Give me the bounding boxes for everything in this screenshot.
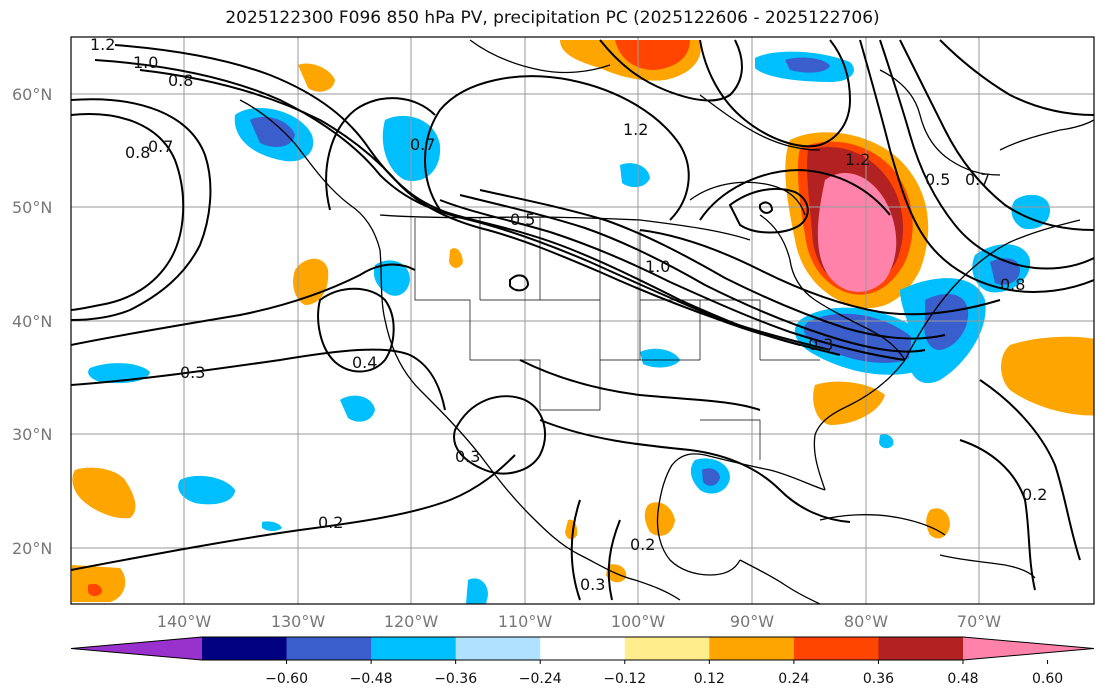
lon-label: 140°W bbox=[157, 612, 212, 631]
contour-label: 0.3 bbox=[808, 335, 833, 354]
lon-label: 130°W bbox=[271, 612, 326, 631]
lat-label: 50°N bbox=[12, 198, 52, 217]
pv-contours bbox=[71, 39, 1094, 601]
lat-label: 60°N bbox=[12, 85, 52, 104]
colorbar-tick-label: −0.24 bbox=[519, 671, 562, 687]
contour-label: 1.2 bbox=[623, 120, 648, 139]
contour-label: 0.7 bbox=[148, 137, 173, 156]
colorbar-tick-label: −0.60 bbox=[265, 671, 308, 687]
lon-label: 120°W bbox=[384, 612, 439, 631]
colorbar-tick-label: 0.12 bbox=[694, 671, 725, 687]
colorbar-segment bbox=[455, 637, 541, 660]
colorbar-extension-high bbox=[963, 637, 1094, 660]
contour-label: 0.3 bbox=[455, 447, 480, 466]
colorbar-tick-label: 0.36 bbox=[863, 671, 894, 687]
contour-label: 0.7 bbox=[965, 170, 990, 189]
longitude-labels: 140°W 130°W 120°W 110°W 100°W 90°W 80°W … bbox=[157, 612, 1001, 631]
lon-label: 100°W bbox=[611, 612, 666, 631]
contour-label: 1.0 bbox=[133, 53, 158, 72]
colorbar-segment bbox=[202, 637, 288, 660]
lat-label: 30°N bbox=[12, 425, 52, 444]
colorbar-segment bbox=[371, 637, 457, 660]
colorbar-segment bbox=[793, 637, 879, 660]
colorbar-segment bbox=[878, 637, 964, 660]
contour-label: 0.8 bbox=[168, 71, 193, 90]
colorbar-segment bbox=[540, 637, 626, 660]
map-frame bbox=[70, 36, 1095, 605]
contour-label: 0.2 bbox=[630, 535, 655, 554]
latitude-labels: 60°N 50°N 40°N 30°N 20°N bbox=[12, 85, 52, 558]
lat-label: 20°N bbox=[12, 539, 52, 558]
colorbar-extension-low bbox=[71, 637, 202, 660]
contour-label: 0.2 bbox=[318, 513, 343, 532]
colorbar-tick-label: −0.12 bbox=[603, 671, 646, 687]
lat-label: 40°N bbox=[12, 312, 52, 331]
lon-label: 80°W bbox=[844, 612, 888, 631]
contour-label: 0.2 bbox=[1022, 485, 1047, 504]
graticule bbox=[71, 37, 1094, 604]
colorbar bbox=[70, 636, 1095, 661]
lon-label: 70°W bbox=[957, 612, 1001, 631]
colorbar-ticks: −0.60 −0.48 −0.36 −0.24 −0.12 0.12 0.24 0.36 0.4… bbox=[265, 660, 1063, 687]
precip-shading bbox=[72, 40, 1094, 604]
contour-label: 0.8 bbox=[1000, 275, 1025, 294]
contour-label: 1.2 bbox=[90, 35, 115, 54]
state-borders bbox=[414, 218, 820, 460]
colorbar-segment bbox=[624, 637, 710, 660]
contour-label: 1.2 bbox=[845, 150, 870, 169]
contour-label: 0.5 bbox=[925, 170, 950, 189]
contour-label: 0.3 bbox=[580, 575, 605, 594]
coastlines bbox=[239, 39, 1094, 604]
colorbar-tick-label: −0.48 bbox=[350, 671, 393, 687]
contour-labels: 1.2 1.0 0.8 0.8 0.7 0.7 1.2 0.5 1.0 0.4 … bbox=[90, 35, 1047, 594]
colorbar-tick-label: −0.36 bbox=[434, 671, 477, 687]
map-title: 2025122300 F096 850 hPa PV, precipitatio… bbox=[225, 8, 880, 28]
contour-label: 0.3 bbox=[180, 363, 205, 382]
contour-label: 0.4 bbox=[352, 353, 377, 372]
colorbar-outline bbox=[70, 636, 1095, 661]
colorbar-segment bbox=[709, 637, 795, 660]
contour-label: 0.7 bbox=[410, 135, 435, 154]
lon-label: 90°W bbox=[730, 612, 774, 631]
colorbar-tick-label: 0.48 bbox=[947, 671, 978, 687]
colorbar-tick-label: 0.60 bbox=[1032, 671, 1063, 687]
colorbar-segment bbox=[286, 637, 372, 660]
lon-label: 110°W bbox=[498, 612, 553, 631]
contour-label: 1.0 bbox=[645, 257, 670, 276]
contour-label: 0.5 bbox=[510, 210, 535, 229]
colorbar-tick-label: 0.24 bbox=[778, 671, 809, 687]
contour-label: 0.8 bbox=[125, 143, 150, 162]
